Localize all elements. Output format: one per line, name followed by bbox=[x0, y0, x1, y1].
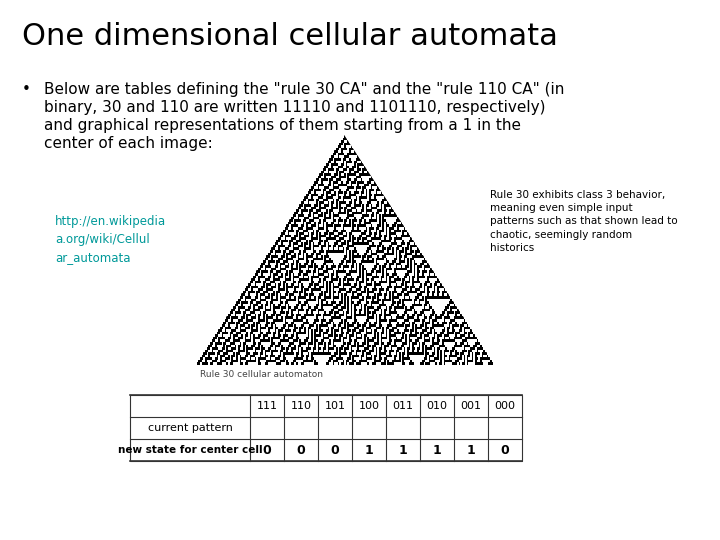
Text: 0: 0 bbox=[263, 443, 271, 456]
Text: http://en.wikipedia
a.org/wiki/Cellul
ar_automata: http://en.wikipedia a.org/wiki/Cellul ar… bbox=[55, 215, 166, 264]
Text: 001: 001 bbox=[461, 401, 482, 411]
Bar bbox=[130, 395, 522, 461]
Text: 1: 1 bbox=[433, 443, 441, 456]
Text: 0: 0 bbox=[330, 443, 339, 456]
Text: 1: 1 bbox=[364, 443, 374, 456]
Text: 1: 1 bbox=[399, 443, 408, 456]
Text: 101: 101 bbox=[325, 401, 346, 411]
Text: 0: 0 bbox=[297, 443, 305, 456]
Text: 000: 000 bbox=[495, 401, 516, 411]
Text: 100: 100 bbox=[359, 401, 379, 411]
Text: binary, 30 and 110 are written 11110 and 1101110, respectively): binary, 30 and 110 are written 11110 and… bbox=[44, 100, 546, 115]
Text: 010: 010 bbox=[426, 401, 448, 411]
Text: One dimensional cellular automata: One dimensional cellular automata bbox=[22, 22, 558, 51]
Text: 111: 111 bbox=[256, 401, 277, 411]
Text: 110: 110 bbox=[290, 401, 312, 411]
Text: 0: 0 bbox=[500, 443, 509, 456]
Text: center of each image:: center of each image: bbox=[44, 136, 212, 151]
Text: Rule 30 cellular automaton: Rule 30 cellular automaton bbox=[200, 370, 323, 379]
Text: Rule 30 exhibits class 3 behavior,
meaning even simple input
patterns such as th: Rule 30 exhibits class 3 behavior, meani… bbox=[490, 190, 678, 253]
Text: current pattern: current pattern bbox=[148, 423, 233, 433]
Text: and graphical representations of them starting from a 1 in the: and graphical representations of them st… bbox=[44, 118, 521, 133]
Text: Below are tables defining the "rule 30 CA" and the "rule 110 CA" (in: Below are tables defining the "rule 30 C… bbox=[44, 82, 564, 97]
Text: 011: 011 bbox=[392, 401, 413, 411]
Text: 1: 1 bbox=[467, 443, 475, 456]
Text: new state for center cell: new state for center cell bbox=[117, 445, 262, 455]
Text: •: • bbox=[22, 82, 31, 97]
